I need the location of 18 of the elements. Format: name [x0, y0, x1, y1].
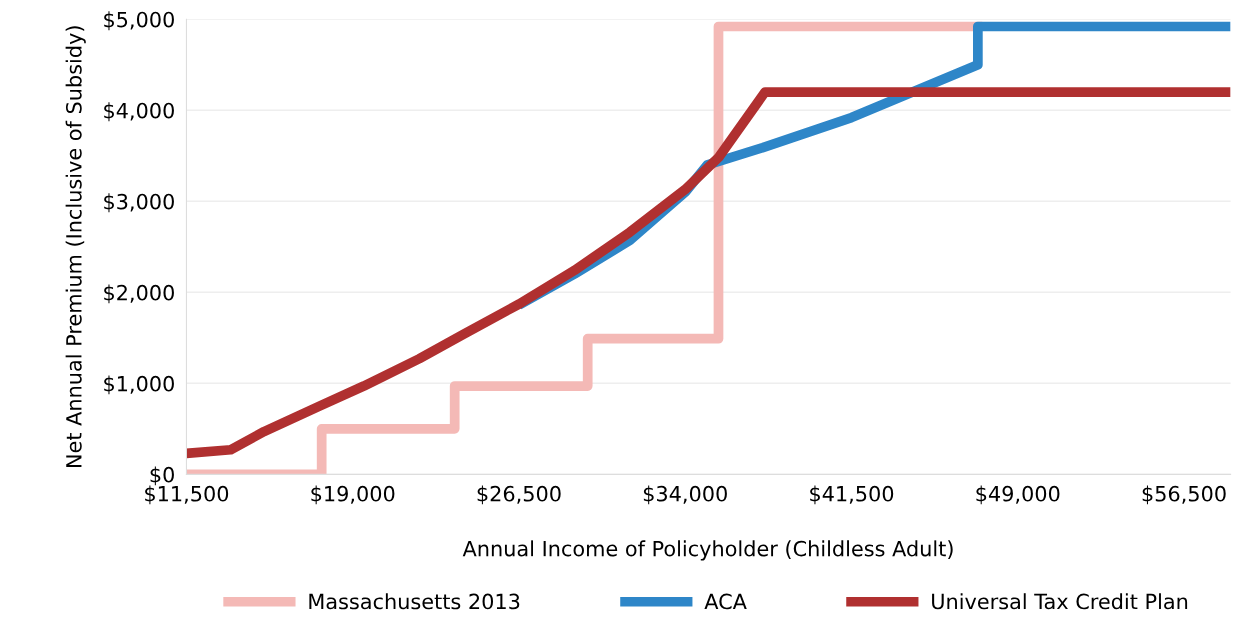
- x-tick-label: $11,500: [145, 485, 229, 505]
- legend-label: ACA: [704, 593, 747, 610]
- y-tick-label: $3,000: [104, 193, 174, 213]
- y-tick-label: $5,000: [104, 11, 174, 31]
- x-tick-label: $41,500: [810, 485, 894, 505]
- x-tick-label: $34,000: [643, 485, 727, 505]
- y-axis-title: Net Annual Premium (Inclusive of Subsidy): [65, 26, 86, 468]
- x-tick-label: $19,000: [311, 485, 395, 505]
- legend-label: Universal Tax Credit Plan: [932, 593, 1188, 610]
- y-tick-label: $0: [150, 466, 174, 486]
- y-tick-label: $1,000: [104, 375, 174, 395]
- y-tick-label: $4,000: [104, 102, 174, 122]
- y-tick-label: $2,000: [104, 284, 174, 304]
- legend-label: Massachusetts 2013: [309, 593, 520, 610]
- x-tick-label: $49,000: [976, 485, 1060, 505]
- x-tick-label: $26,500: [477, 485, 561, 505]
- x-tick-label: $56,500: [1142, 485, 1226, 505]
- x-axis-title: Annual Income of Policyholder (Childless Adult): [462, 540, 953, 561]
